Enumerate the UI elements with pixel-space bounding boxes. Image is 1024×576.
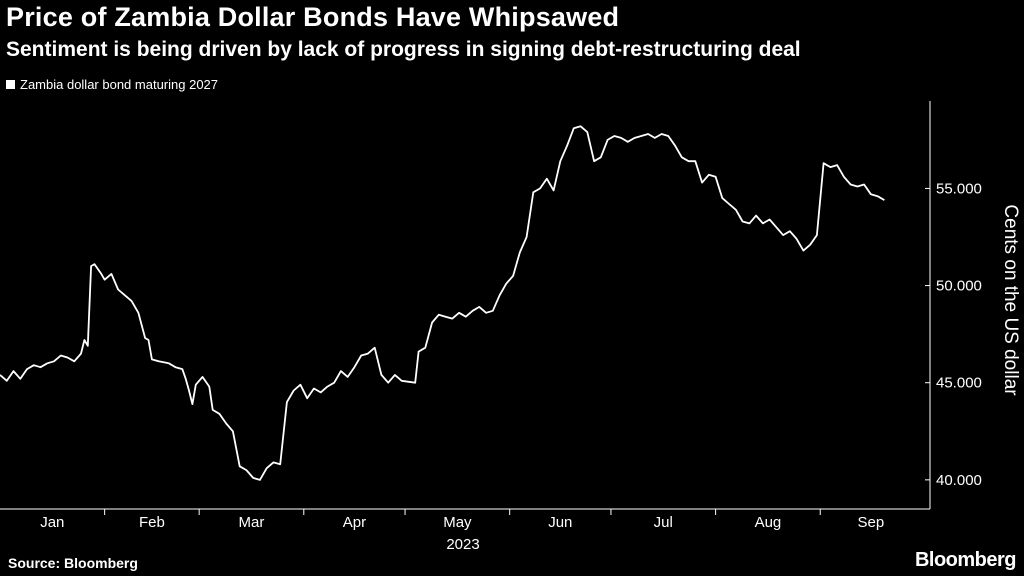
source-note: Source: Bloomberg [8,555,138,571]
y-tick-label: 40.000 [936,472,982,489]
y-axis-title: Cents on the US dollar [1000,204,1021,396]
legend: Zambia dollar bond maturing 2027 [6,77,218,92]
x-tick-label: May [443,514,472,531]
legend-swatch [6,80,15,89]
x-tick-label: Jan [40,514,64,531]
x-tick-label: Jul [654,514,673,531]
x-tick-label: Apr [343,514,366,531]
bloomberg-logo: Bloomberg [914,549,1017,571]
chart-subtitle: Sentiment is being driven by lack of pro… [6,38,801,61]
legend-label: Zambia dollar bond maturing 2027 [20,77,219,92]
x-tick-label: Aug [755,514,782,531]
x-tick-label: Mar [239,514,265,531]
plot-area: 40.000 45.000 50.000 55.000 Cents on the US … [0,101,1021,553]
x-tick-label: Jun [548,514,572,531]
chart-title: Price of Zambia Dollar Bonds Have Whipsa… [6,2,620,32]
x-tick-label: Feb [139,514,165,531]
y-tick-label: 50.000 [936,278,982,295]
y-tick-label: 55.000 [936,180,982,197]
x-year-label: 2023 [446,536,479,553]
series-line [0,125,885,481]
x-tick-label: Sep [858,514,885,531]
y-tick-label: 45.000 [936,375,982,392]
